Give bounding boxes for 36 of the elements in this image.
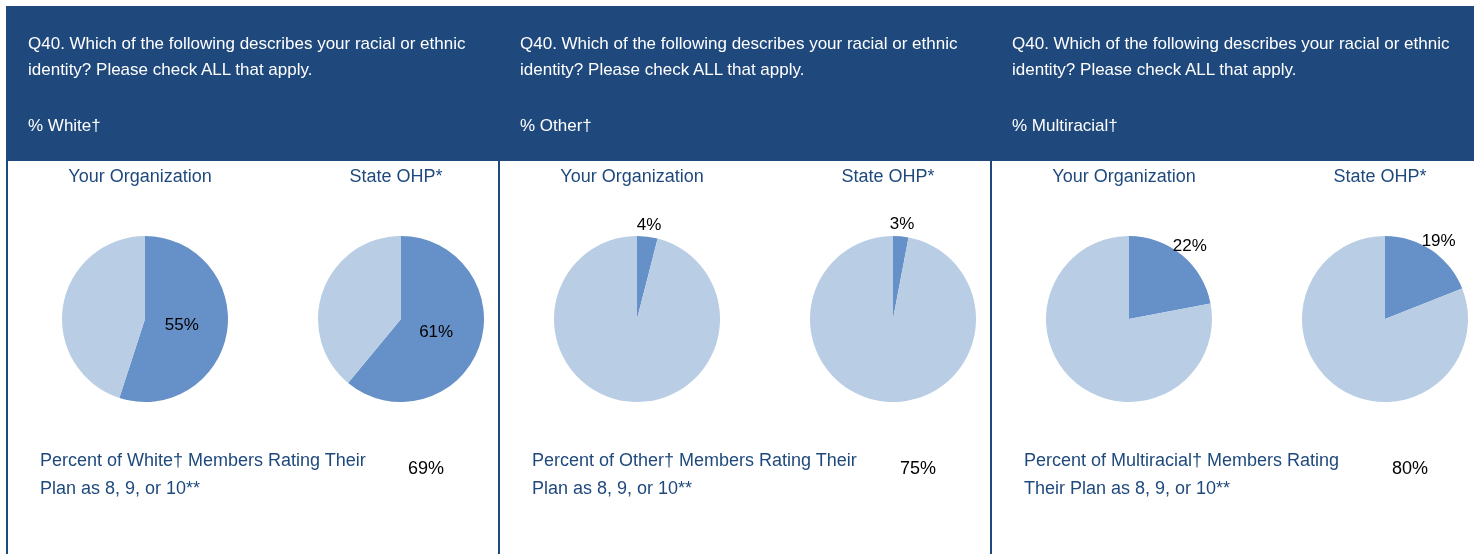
- pie-slice: [1129, 236, 1211, 319]
- text: Percent of White† Members Rating Their Plan as 8, 9, or 10**: [40, 449, 367, 500]
- pie-slice: [893, 236, 909, 319]
- pie-slice: [1302, 236, 1468, 402]
- pie-slice: [554, 236, 720, 402]
- data-label: 22%: [1172, 235, 1207, 255]
- text: % Multiracial†: [1012, 116, 1118, 136]
- pie-slice: [1385, 236, 1463, 319]
- text: Q40. Which of the following describes your racial or ethnic identity? Please check ALL that apply.: [1012, 33, 1451, 81]
- text: 80%: [1392, 458, 1429, 479]
- text: Q40. Which of the following describes your racial or ethnic identity? Please check ALL that apply.: [520, 33, 959, 81]
- text: Percent of Multiracial† Members Rating Their Plan as 8, 9, or 10**: [1024, 449, 1341, 500]
- pie-slice: [1046, 236, 1212, 402]
- pie-slice: [348, 236, 484, 402]
- text: 69%: [408, 458, 445, 479]
- text: % White†: [28, 116, 101, 136]
- data-label: 55%: [164, 315, 199, 335]
- pie-slice: [318, 236, 401, 383]
- text: % Other†: [520, 116, 592, 136]
- data-label: 4%: [636, 214, 662, 234]
- chart-title: State OHP*: [348, 166, 444, 187]
- chart-title: Your Organization: [1051, 166, 1197, 187]
- chart-title: State OHP*: [840, 166, 936, 187]
- data-label: 3%: [889, 214, 915, 234]
- data-label: 61%: [419, 322, 454, 342]
- pie-slice: [62, 236, 145, 398]
- data-label: 19%: [1421, 230, 1456, 250]
- pie-slice: [810, 236, 976, 402]
- chart-title: Your Organization: [67, 166, 213, 187]
- text: Q40. Which of the following describes your racial or ethnic identity? Please check ALL that apply.: [28, 33, 467, 81]
- text: 75%: [900, 458, 937, 479]
- pie-slice: [637, 236, 658, 319]
- chart-title: State OHP*: [1332, 166, 1428, 187]
- pie-slice: [119, 236, 228, 402]
- chart-title: Your Organization: [559, 166, 705, 187]
- text: Percent of Other† Members Rating Their Plan as 8, 9, or 10**: [532, 449, 858, 500]
